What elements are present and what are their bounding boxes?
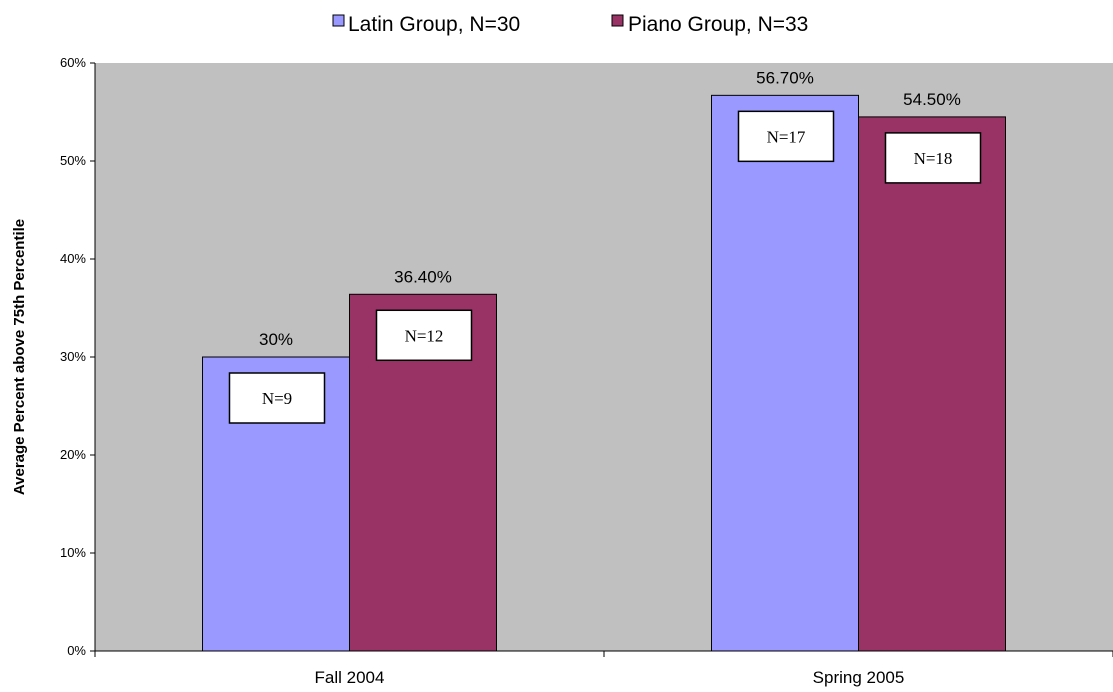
n-count-label: N=12 [405,326,444,345]
n-count-box [228,372,326,424]
y-tick-label: 0% [67,643,86,658]
y-tick-label: 30% [60,349,86,364]
n-count-label: N=18 [914,149,953,168]
legend-swatch-piano [611,14,624,27]
y-tick-label: 40% [60,251,86,266]
legend-swatch-latin [332,14,345,27]
legend: Latin Group, N=30 Piano Group, N=33 [332,13,808,36]
bar-value-label: 54.50% [903,90,961,109]
n-count-box [375,309,473,362]
bar-value-label: 56.70% [756,68,814,87]
annotations: 30% N=9 36.40% N=12 56.70% N=17 54.50% N=18 [228,68,982,424]
bar [711,94,859,652]
n-count-box [737,110,835,163]
bar-value-label: 36.40% [394,267,452,286]
x-tick-label: Spring 2005 [813,668,905,687]
y-tick-label: 60% [60,55,86,70]
bar-value-label: 30% [259,330,293,349]
n-count-label: N=9 [262,389,292,408]
y-axis-label: Average Percent above 75th Percentile [11,219,28,495]
legend-label-piano: Piano Group, N=33 [628,13,808,36]
bar [858,116,1006,652]
y-tick-label: 20% [60,447,86,462]
n-count-box [884,132,982,184]
legend-label-latin: Latin Group, N=30 [348,13,520,36]
y-tick-label: 10% [60,545,86,560]
x-tick-label: Fall 2004 [315,668,385,687]
n-count-label: N=17 [767,127,806,146]
y-tick-label: 50% [60,153,86,168]
